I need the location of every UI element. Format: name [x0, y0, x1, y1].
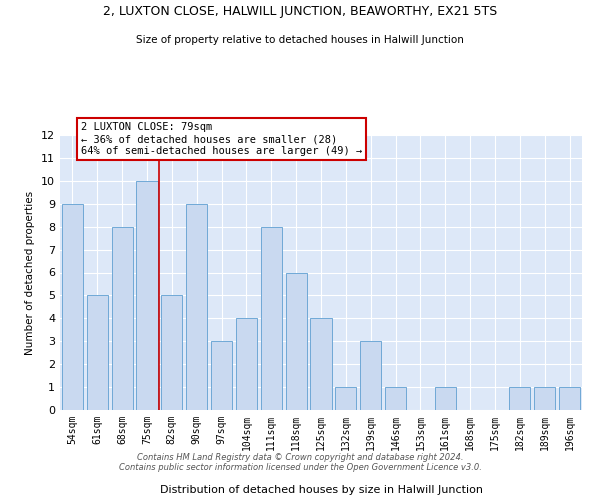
- Bar: [286, 272, 307, 410]
- Text: Size of property relative to detached houses in Halwill Junction: Size of property relative to detached ho…: [136, 35, 464, 45]
- Bar: [559, 387, 580, 410]
- Bar: [186, 204, 207, 410]
- Bar: [136, 181, 158, 410]
- Bar: [236, 318, 257, 410]
- Text: 2, LUXTON CLOSE, HALWILL JUNCTION, BEAWORTHY, EX21 5TS: 2, LUXTON CLOSE, HALWILL JUNCTION, BEAWO…: [103, 5, 497, 18]
- Bar: [261, 226, 282, 410]
- Y-axis label: Number of detached properties: Number of detached properties: [25, 190, 35, 354]
- Text: 2 LUXTON CLOSE: 79sqm
← 36% of detached houses are smaller (28)
64% of semi-deta: 2 LUXTON CLOSE: 79sqm ← 36% of detached …: [81, 122, 362, 156]
- Bar: [310, 318, 332, 410]
- Bar: [87, 296, 108, 410]
- Bar: [211, 341, 232, 410]
- Text: Distribution of detached houses by size in Halwill Junction: Distribution of detached houses by size …: [160, 485, 482, 495]
- Bar: [360, 341, 381, 410]
- Bar: [112, 226, 133, 410]
- Bar: [335, 387, 356, 410]
- Bar: [62, 204, 83, 410]
- Bar: [161, 296, 182, 410]
- Bar: [534, 387, 555, 410]
- Bar: [385, 387, 406, 410]
- Bar: [435, 387, 456, 410]
- Text: Contains HM Land Registry data © Crown copyright and database right 2024.
Contai: Contains HM Land Registry data © Crown c…: [119, 453, 481, 472]
- Bar: [509, 387, 530, 410]
